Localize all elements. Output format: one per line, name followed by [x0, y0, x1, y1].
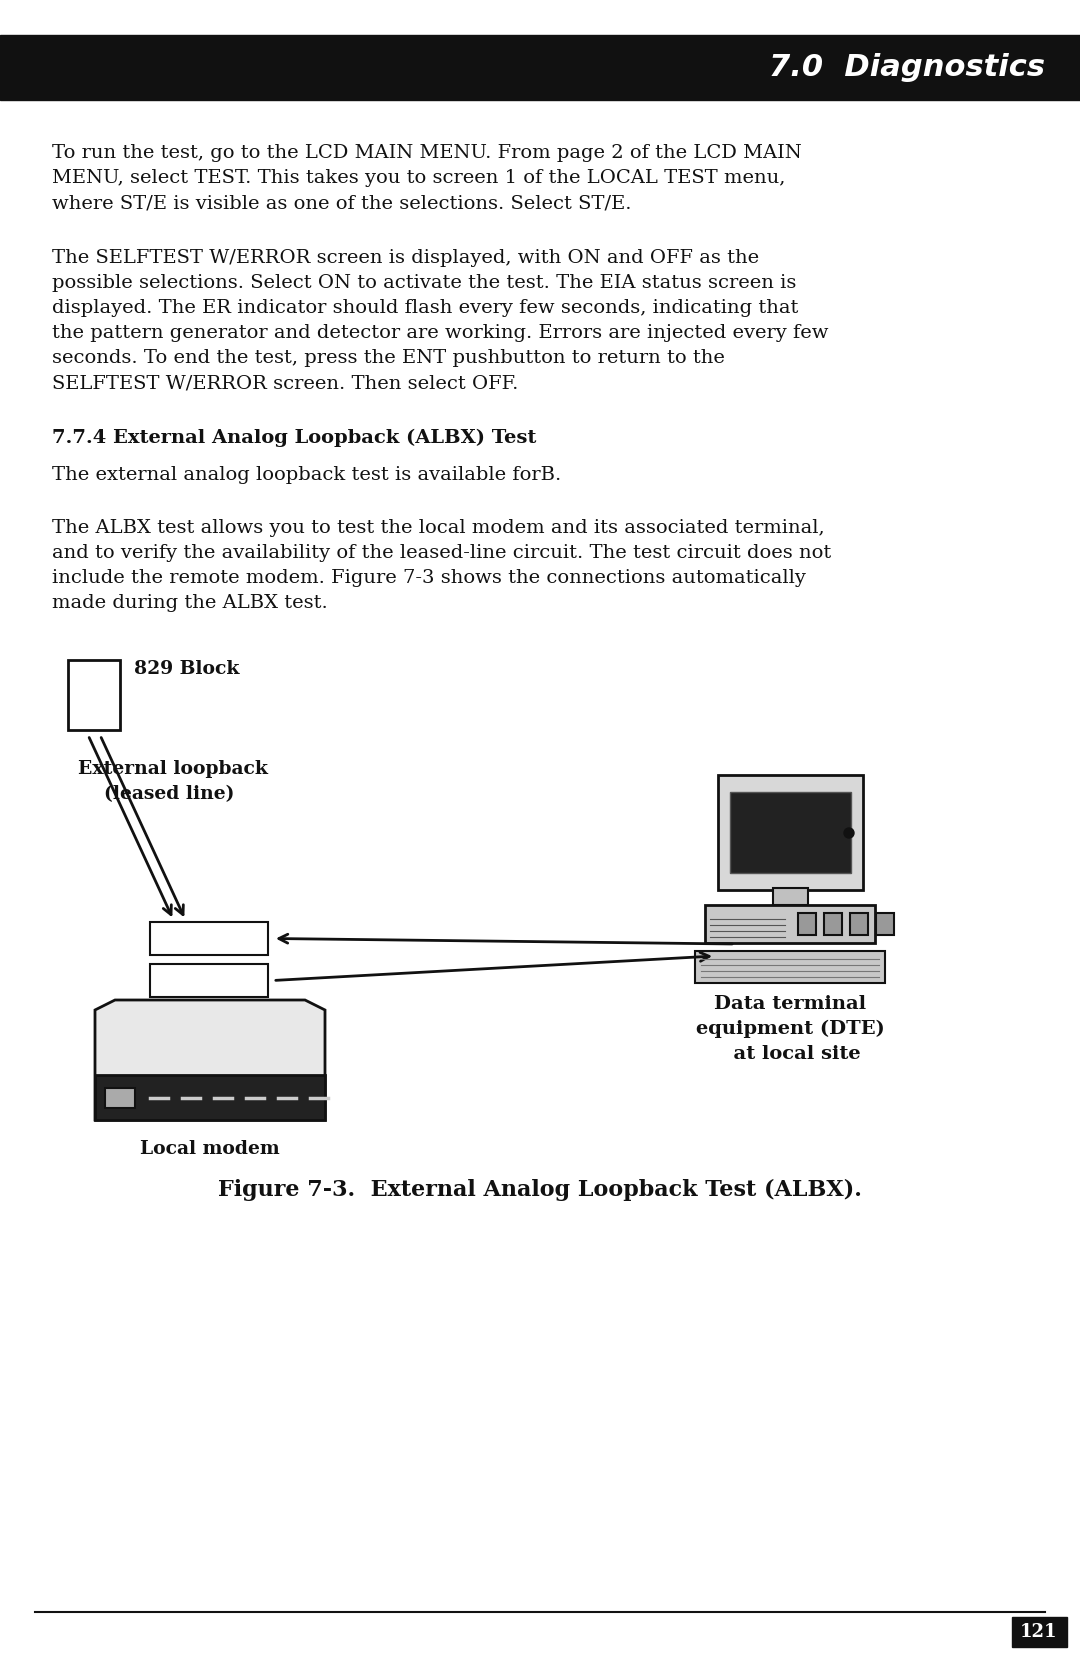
- Text: Figure 7-3.  External Analog Loopback Test (ALBX).: Figure 7-3. External Analog Loopback Tes…: [218, 1178, 862, 1202]
- Text: To run the test, go to the LCD MAIN MENU. From page 2 of the LCD MAIN
MENU, sele: To run the test, go to the LCD MAIN MENU…: [52, 144, 801, 212]
- Bar: [150, 921, 268, 955]
- Text: The external analog loopback test is available forB.: The external analog loopback test is ava…: [52, 466, 562, 484]
- Bar: [718, 774, 863, 890]
- Bar: [824, 913, 842, 935]
- Text: External loopback
    (leased line): External loopback (leased line): [78, 759, 268, 803]
- Bar: [95, 1075, 325, 1120]
- Bar: [68, 659, 120, 729]
- Text: 7.7.4 External Analog Loopback (ALBX) Test: 7.7.4 External Analog Loopback (ALBX) Te…: [52, 429, 537, 447]
- Text: The SELFTEST W/ERROR screen is displayed, with ON and OFF as the
possible select: The SELFTEST W/ERROR screen is displayed…: [52, 249, 828, 392]
- Bar: [773, 888, 808, 905]
- Circle shape: [843, 828, 854, 838]
- Bar: [876, 913, 894, 935]
- Bar: [150, 965, 268, 996]
- Bar: [798, 913, 816, 935]
- Polygon shape: [95, 1000, 325, 1120]
- Text: Transmitter: Transmitter: [159, 971, 259, 988]
- Bar: [705, 905, 875, 943]
- Bar: [1012, 1617, 1067, 1647]
- Text: Local modem: Local modem: [140, 1140, 280, 1158]
- Text: 829 Block: 829 Block: [134, 659, 240, 678]
- Bar: [0, 35, 1080, 100]
- Bar: [730, 793, 851, 873]
- Text: 121: 121: [1021, 1622, 1057, 1641]
- Text: Data terminal
equipment (DTE)
  at local site: Data terminal equipment (DTE) at local s…: [696, 995, 885, 1063]
- Text: The ALBX test allows you to test the local modem and its associated terminal,
an: The ALBX test allows you to test the loc…: [52, 519, 832, 613]
- Bar: [696, 951, 885, 983]
- Bar: [105, 1088, 135, 1108]
- Text: 7.0  Diagnostics: 7.0 Diagnostics: [769, 53, 1045, 82]
- Text: Receiver: Receiver: [172, 930, 246, 946]
- Bar: [850, 913, 868, 935]
